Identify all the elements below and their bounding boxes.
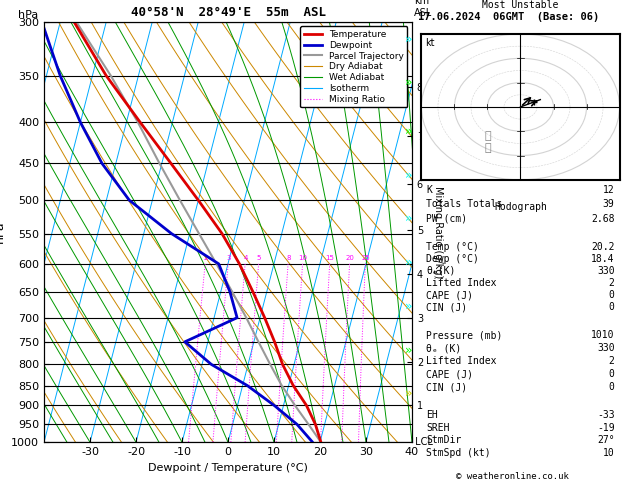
Text: kt: kt (425, 38, 435, 49)
Text: km
ASL: km ASL (414, 0, 432, 17)
Text: Lifted Index: Lifted Index (426, 356, 497, 366)
Text: 39: 39 (603, 199, 615, 209)
Text: 10: 10 (603, 448, 615, 458)
Text: 2: 2 (609, 356, 615, 366)
Text: 0: 0 (609, 290, 615, 300)
Text: Ⓛ: Ⓛ (484, 143, 491, 153)
Text: 12: 12 (603, 185, 615, 194)
Text: »: » (405, 344, 413, 356)
Text: LCL: LCL (412, 437, 433, 447)
Text: © weatheronline.co.uk: © weatheronline.co.uk (456, 472, 569, 481)
Text: 17.06.2024  06GMT  (Base: 06): 17.06.2024 06GMT (Base: 06) (418, 12, 599, 22)
Text: 15: 15 (326, 255, 335, 261)
Text: Totals Totals: Totals Totals (426, 199, 503, 209)
Text: 18.4: 18.4 (591, 254, 615, 264)
Text: »: » (405, 33, 413, 45)
Text: θₑ(K): θₑ(K) (426, 266, 456, 276)
Text: -19: -19 (597, 423, 615, 433)
Text: »: » (405, 169, 413, 181)
Text: 10: 10 (298, 255, 308, 261)
Legend: Temperature, Dewpoint, Parcel Trajectory, Dry Adiabat, Wet Adiabat, Isotherm, Mi: Temperature, Dewpoint, Parcel Trajectory… (300, 26, 408, 107)
Text: 0: 0 (609, 382, 615, 392)
Text: Most Unstable: Most Unstable (482, 0, 559, 10)
Text: 330: 330 (597, 343, 615, 353)
Text: θₑ (K): θₑ (K) (426, 343, 462, 353)
Y-axis label: Mixing Ratio (g/kg): Mixing Ratio (g/kg) (433, 186, 443, 278)
Text: SREH: SREH (426, 423, 450, 433)
Text: CAPE (J): CAPE (J) (426, 369, 474, 379)
Text: »: » (405, 300, 413, 312)
Text: Ⓛ: Ⓛ (484, 131, 491, 141)
Text: 20.2: 20.2 (591, 242, 615, 252)
Text: »: » (405, 387, 413, 400)
Text: 3: 3 (226, 255, 231, 261)
Text: 5: 5 (257, 255, 261, 261)
Text: »: » (405, 76, 413, 89)
Text: Temp (°C): Temp (°C) (426, 242, 479, 252)
Title: 40°58'N  28°49'E  55m  ASL: 40°58'N 28°49'E 55m ASL (130, 6, 326, 19)
Text: -33: -33 (597, 410, 615, 420)
Text: K: K (426, 185, 432, 194)
Text: CIN (J): CIN (J) (426, 302, 467, 312)
Text: Hodograph: Hodograph (494, 202, 547, 211)
Text: EH: EH (426, 410, 438, 420)
Y-axis label: hPa: hPa (0, 221, 6, 243)
Text: 0: 0 (609, 302, 615, 312)
Text: 25: 25 (361, 255, 370, 261)
Text: »: » (405, 256, 413, 269)
Text: 8: 8 (286, 255, 291, 261)
Text: 2.68: 2.68 (591, 214, 615, 224)
Text: Pressure (mb): Pressure (mb) (426, 330, 503, 340)
Text: 2: 2 (609, 278, 615, 288)
Text: CAPE (J): CAPE (J) (426, 290, 474, 300)
Text: 1010: 1010 (591, 330, 615, 340)
Text: »: » (405, 212, 413, 225)
Text: CIN (J): CIN (J) (426, 382, 467, 392)
Text: »: » (405, 125, 413, 138)
X-axis label: Dewpoint / Temperature (°C): Dewpoint / Temperature (°C) (148, 463, 308, 473)
Text: StmSpd (kt): StmSpd (kt) (426, 448, 491, 458)
Text: hPa: hPa (18, 10, 38, 20)
Text: Dewp (°C): Dewp (°C) (426, 254, 479, 264)
Text: 330: 330 (597, 266, 615, 276)
Text: 4: 4 (243, 255, 248, 261)
Text: 20: 20 (345, 255, 354, 261)
Text: PW (cm): PW (cm) (426, 214, 467, 224)
Text: 2: 2 (204, 255, 208, 261)
Text: 0: 0 (609, 369, 615, 379)
Text: Lifted Index: Lifted Index (426, 278, 497, 288)
Text: 27°: 27° (597, 435, 615, 445)
Text: StmDir: StmDir (426, 435, 462, 445)
